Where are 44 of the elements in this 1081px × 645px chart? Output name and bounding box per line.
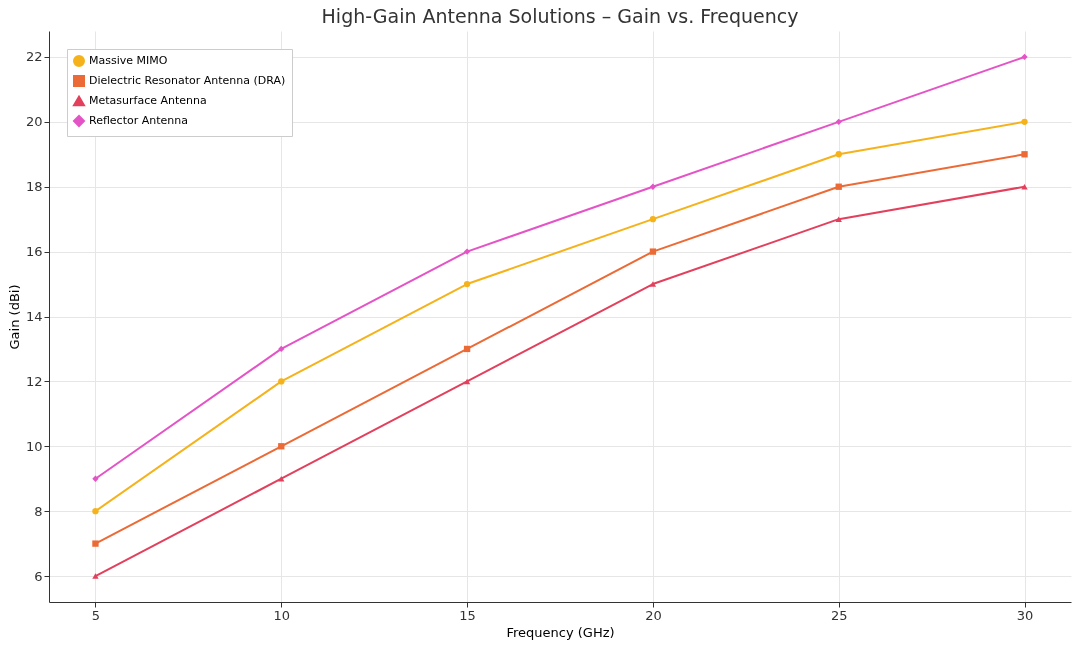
point [463,248,471,255]
y-tick-label: 22 [25,49,43,65]
point [463,378,471,385]
point [463,345,471,353]
point [92,508,99,515]
x-tick-label: 30 [1016,607,1034,623]
point [278,345,285,353]
point [649,216,657,223]
legend-label: Reflector Antenna [89,114,188,127]
legend-label: Dielectric Resonator Antenna (DRA) [89,74,286,87]
legend-label: Massive MIMO [89,54,168,67]
y-tick-label: 8 [34,503,43,519]
point [92,475,99,482]
point [649,183,657,190]
point [1021,53,1028,61]
point [649,281,657,287]
point [1021,118,1028,125]
point [92,573,99,579]
point [463,280,471,288]
point [278,378,285,385]
y-tick-label: 20 [25,114,43,130]
point [649,248,657,255]
x-tick-label: 25 [830,607,848,623]
point [92,540,99,547]
point [278,443,285,450]
x-tick-label: 15 [459,607,476,623]
y-tick-label: 12 [25,373,43,389]
y-tick-label: 6 [34,568,43,584]
x-tick-label: 5 [91,607,101,623]
y-tick-label: 18 [25,179,43,195]
point [835,151,842,158]
y-tick-label: 14 [25,309,43,324]
point [835,216,842,222]
point [1021,151,1028,158]
legend-label: Metasurface Antenna [89,94,207,107]
chart-title: High-Gain Antenna Solutions – Gain vs. Frequency [321,5,799,27]
y-tick-label: 10 [25,438,43,454]
x-tick-label: 20 [645,607,662,623]
x-axis-title: Frequency (GHz) [506,624,615,640]
x-tick-label: 10 [273,607,291,623]
point [835,183,842,190]
point [835,118,842,125]
y-tick-label: 16 [25,244,43,260]
y-axis-title: Gain (dBi) [6,284,22,350]
